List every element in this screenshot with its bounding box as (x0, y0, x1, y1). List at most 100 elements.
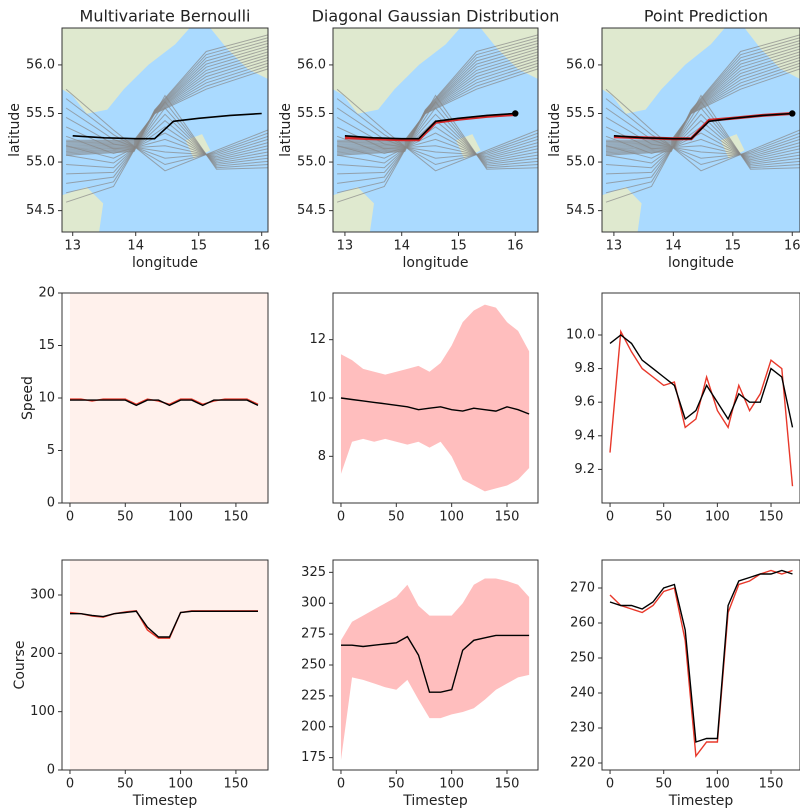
x-tick-label: 100 (705, 510, 730, 525)
y-tick-label: 260 (570, 616, 595, 631)
x-axis-label: longitude (132, 255, 198, 271)
y-tick-label: 220 (570, 756, 595, 771)
y-tick-label: 56.0 (26, 57, 55, 72)
panel-title: Point Prediction (644, 7, 768, 26)
x-tick-label: 0 (606, 777, 614, 792)
y-tick-label: 15 (38, 338, 55, 353)
y-tick-label: 240 (570, 686, 595, 701)
x-tick-label: 50 (655, 510, 672, 525)
x-tick-label: 16 (507, 239, 524, 254)
series-line (610, 335, 793, 427)
axes-frame (602, 560, 800, 770)
x-tick-label: 13 (606, 239, 623, 254)
y-axis-label: latitude (547, 103, 563, 157)
y-tick-label: 56.0 (566, 57, 595, 72)
y-tick-label: 200 (30, 646, 55, 661)
series-line (610, 571, 793, 757)
plot-area (70, 560, 268, 770)
confidence-band (341, 579, 529, 761)
x-tick-label: 100 (439, 777, 464, 792)
x-tick-label: 0 (337, 777, 345, 792)
y-tick-label: 250 (301, 658, 326, 673)
y-tick-label: 55.0 (26, 155, 55, 170)
x-tick-label: 50 (388, 777, 405, 792)
x-tick-label: 14 (393, 239, 410, 254)
plot-area (333, 28, 538, 232)
series-line (610, 332, 793, 487)
x-tick-label: 100 (705, 777, 730, 792)
panel: 05010015081012 (309, 293, 538, 525)
y-tick-label: 200 (301, 719, 326, 734)
x-tick-label: 14 (127, 239, 144, 254)
y-tick-label: 8 (318, 449, 326, 464)
y-tick-label: 9.4 (574, 428, 595, 443)
y-tick-label: 54.5 (566, 203, 595, 218)
plot-area (610, 571, 793, 757)
y-tick-label: 10 (309, 391, 326, 406)
panel: 1314151654.555.055.556.0Point Prediction… (547, 7, 800, 272)
y-tick-label: 270 (570, 581, 595, 596)
x-tick-label: 50 (388, 510, 405, 525)
y-tick-label: 54.5 (297, 203, 326, 218)
x-tick-label: 16 (253, 239, 270, 254)
x-tick-label: 0 (66, 510, 74, 525)
heatmap-background (70, 293, 268, 503)
y-tick-label: 0 (47, 496, 55, 511)
y-tick-label: 55.5 (566, 106, 595, 121)
x-tick-label: 150 (495, 510, 520, 525)
plot-area (70, 293, 268, 503)
x-tick-label: 100 (168, 777, 193, 792)
panel: 0 50 100 150 175 200 225 250 275 300 325 Timestep (301, 560, 538, 809)
x-tick-label: 50 (117, 510, 134, 525)
x-axis-label: longitude (403, 255, 469, 271)
plot-area (62, 28, 268, 232)
heatmap-background (70, 560, 268, 770)
y-tick-label: 300 (301, 596, 326, 611)
panel: 1314151654.555.055.556.0Multivariate Ber… (7, 7, 270, 272)
y-tick-label: 56.0 (297, 57, 326, 72)
x-axis-label: Timestep (402, 793, 468, 809)
x-tick-label: 150 (759, 510, 784, 525)
y-tick-label: 250 (570, 651, 595, 666)
y-tick-label: 175 (301, 750, 326, 765)
plot-area (341, 305, 529, 492)
y-tick-label: 55.0 (297, 155, 326, 170)
x-tick-label: 13 (337, 239, 354, 254)
y-tick-label: 300 (30, 588, 55, 603)
panel-title: Diagonal Gaussian Distribution (312, 7, 560, 26)
plot-area (341, 579, 529, 761)
y-tick-label: 9.6 (574, 395, 595, 410)
x-tick-label: 0 (337, 510, 345, 525)
y-tick-label: 325 (301, 565, 326, 580)
y-tick-label: 9.8 (574, 361, 595, 376)
y-axis-label: Speed (20, 376, 36, 420)
x-tick-label: 15 (450, 239, 467, 254)
end-marker (512, 110, 518, 116)
x-tick-label: 50 (655, 777, 672, 792)
y-tick-label: 10.0 (566, 328, 595, 343)
y-tick-label: 225 (301, 688, 326, 703)
y-tick-label: 54.5 (26, 203, 55, 218)
x-tick-label: 150 (224, 510, 249, 525)
y-tick-label: 230 (570, 721, 595, 736)
y-axis-label: Course (12, 641, 28, 690)
y-tick-label: 275 (301, 627, 326, 642)
y-tick-label: 55.5 (297, 106, 326, 121)
figure: 13 14 15 16 54.5 55.0 55.5 56.0 Multivariate Ber… (0, 0, 800, 810)
end-marker (789, 110, 795, 116)
x-tick-label: 50 (117, 777, 134, 792)
plot-area (602, 28, 800, 232)
x-tick-label: 14 (665, 239, 682, 254)
y-axis-label: latitude (278, 103, 294, 157)
panel-title: Multivariate Bernoulli (80, 7, 251, 26)
x-tick-label: 16 (784, 239, 800, 254)
x-tick-label: 150 (495, 777, 520, 792)
x-tick-label: 15 (190, 239, 207, 254)
y-axis-label: latitude (7, 103, 23, 157)
y-tick-label: 20 (38, 286, 55, 301)
panel: 13 14 15 16 54.5 55.0 55.5 56.0 Diagonal Gaussia… (278, 7, 559, 272)
